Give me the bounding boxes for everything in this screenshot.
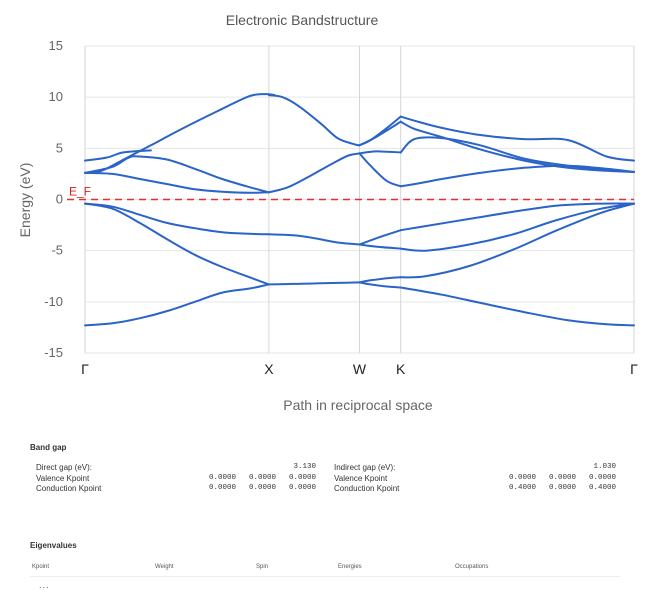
symmetry-lines bbox=[84, 46, 635, 353]
indirect-conduction-kz: 0.4000 bbox=[588, 484, 616, 492]
band-line bbox=[358, 276, 402, 284]
band-line bbox=[358, 115, 402, 147]
col-occupations: Occupations bbox=[455, 564, 489, 570]
y-ticks: 15 10 5 0 -5 -10 -15 bbox=[44, 38, 63, 360]
band-line bbox=[84, 93, 276, 174]
band-line bbox=[399, 286, 635, 327]
direct-conduction-kx: 0.0000 bbox=[208, 484, 236, 492]
indirect-valence-ky: 0.0000 bbox=[548, 473, 576, 482]
y-tick-label: -5 bbox=[51, 243, 63, 258]
band-line bbox=[399, 164, 635, 188]
direct-gap-row: Direct gap (eV): 3.130 bbox=[36, 463, 316, 474]
band-line bbox=[84, 283, 270, 327]
y-tick-label: 15 bbox=[49, 38, 63, 53]
band-line bbox=[84, 202, 270, 236]
indirect-valence-row: Valence Kpoint 0.0000 0.0000 0.0000 bbox=[334, 473, 616, 485]
band-line bbox=[267, 152, 361, 194]
indirect-valence-label: Valence Kpoint bbox=[334, 473, 388, 483]
band-line bbox=[358, 229, 402, 246]
y-tick-label: 0 bbox=[56, 192, 63, 207]
band-line bbox=[399, 136, 635, 173]
indirect-conduction-row: Conduction Kpoint 0.4000 0.0000 0.4000 bbox=[334, 484, 616, 495]
col-spin: Spin bbox=[256, 564, 269, 570]
chart-title: Electronic Bandstructure bbox=[226, 12, 379, 28]
y-tick-label: 5 bbox=[56, 140, 63, 155]
direct-valence-kx: 0.0000 bbox=[208, 473, 236, 482]
eigenvalues-more-indicator: ... bbox=[39, 580, 50, 590]
fermi-level: E_F bbox=[67, 185, 634, 201]
direct-valence-label: Valence Kpoint bbox=[36, 473, 90, 483]
fermi-label: E_F bbox=[69, 185, 91, 199]
symmetry-label: Γ bbox=[81, 361, 89, 377]
band-line bbox=[84, 155, 270, 194]
direct-gap-label: Direct gap (eV): bbox=[36, 463, 93, 472]
band-line bbox=[358, 281, 402, 289]
band-line bbox=[267, 281, 361, 286]
direct-gap-value: 3.130 bbox=[293, 463, 316, 471]
symmetry-label: W bbox=[353, 361, 367, 377]
eigenvalues-table-header: Kpoint Weight Spin Energies Occupations bbox=[30, 562, 620, 577]
col-kpoint: Kpoint bbox=[32, 564, 50, 570]
band-line bbox=[267, 94, 361, 147]
band-line bbox=[399, 202, 635, 279]
band-line bbox=[399, 115, 635, 162]
indirect-gap-row: Indirect gap (eV): 1.030 bbox=[334, 463, 616, 474]
band-gap-title: Band gap bbox=[30, 443, 67, 452]
direct-valence-kz: 0.0000 bbox=[288, 473, 316, 482]
bandstructure-chart: Electronic Bandstructure E_F 15 10 5 0 -5 -10… bbox=[17, 12, 638, 413]
indirect-gap-value: 1.030 bbox=[593, 463, 616, 471]
symmetry-label: K bbox=[396, 361, 406, 377]
indirect-valence-kx: 0.0000 bbox=[508, 473, 536, 482]
band-line bbox=[358, 152, 402, 188]
band-line bbox=[399, 120, 635, 173]
band-line bbox=[84, 171, 270, 194]
col-weight: Weight bbox=[155, 564, 174, 570]
y-tick-label: -10 bbox=[44, 294, 63, 309]
indirect-gap-block: Indirect gap (eV): 1.030 Valence Kpoint … bbox=[334, 463, 616, 495]
band-gap-section: Band gap Direct gap (eV): 3.130 Valence … bbox=[30, 443, 630, 493]
indirect-conduction-kx: 0.4000 bbox=[508, 484, 536, 492]
band-line bbox=[267, 233, 361, 246]
direct-valence-row: Valence Kpoint 0.0000 0.0000 0.0000 bbox=[36, 474, 316, 485]
col-energies: Energies bbox=[338, 564, 362, 570]
x-axis-label: Path in reciprocal space bbox=[283, 397, 433, 413]
indirect-conduction-label: Conduction Kpoint bbox=[334, 484, 400, 493]
direct-gap-block: Direct gap (eV): 3.130 Valence Kpoint 0.… bbox=[36, 463, 316, 495]
indirect-gap-label: Indirect gap (eV): bbox=[334, 463, 396, 472]
eigenvalues-section: Eigenvalues Kpoint Weight Spin Energies … bbox=[30, 541, 620, 590]
direct-conduction-row: Conduction Kpoint 0.0000 0.0000 0.0000 bbox=[36, 484, 316, 495]
band-line bbox=[84, 149, 152, 162]
bands bbox=[84, 93, 635, 327]
eigenvalues-title: Eigenvalues bbox=[30, 541, 77, 550]
symmetry-label: Γ bbox=[630, 361, 638, 377]
band-line bbox=[399, 202, 635, 252]
direct-conduction-kz: 0.0000 bbox=[288, 484, 316, 492]
band-line bbox=[358, 150, 402, 155]
symmetry-label: X bbox=[264, 361, 274, 377]
band-line bbox=[84, 202, 270, 286]
direct-conduction-ky: 0.0000 bbox=[248, 484, 276, 492]
y-tick-label: -15 bbox=[44, 345, 63, 360]
y-axis-label: Energy (eV) bbox=[17, 163, 33, 238]
indirect-valence-kz: 0.0000 bbox=[588, 473, 616, 482]
indirect-conduction-ky: 0.0000 bbox=[548, 484, 576, 492]
band-line bbox=[358, 243, 402, 250]
band-line bbox=[358, 120, 402, 147]
y-tick-label: 10 bbox=[49, 89, 63, 104]
direct-conduction-label: Conduction Kpoint bbox=[36, 484, 102, 493]
band-line bbox=[399, 202, 635, 232]
direct-valence-ky: 0.0000 bbox=[248, 473, 276, 482]
